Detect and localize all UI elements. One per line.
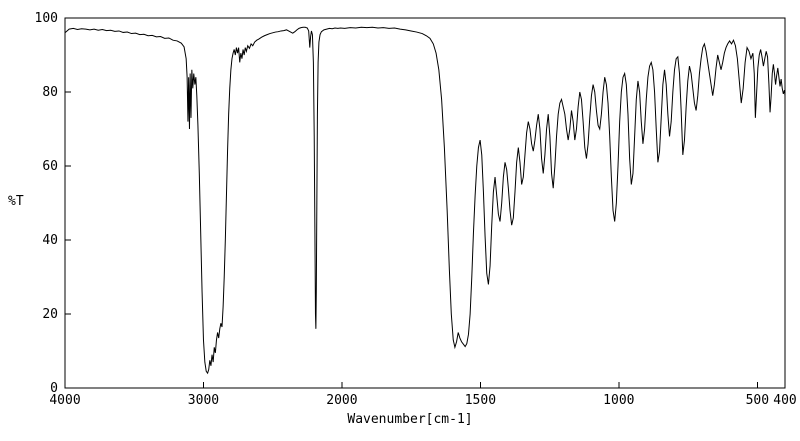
x-axis-label: Wavenumber[cm-1] bbox=[347, 412, 473, 427]
x-tick-label: 2000 bbox=[326, 393, 357, 408]
y-tick-label: 80 bbox=[42, 85, 58, 100]
x-tick-label: 4000 bbox=[49, 393, 80, 408]
spectrum-line bbox=[64, 26, 786, 375]
y-axis-label: %T bbox=[8, 194, 24, 209]
plot-frame bbox=[64, 17, 786, 389]
y-tick-label: 60 bbox=[42, 159, 58, 174]
x-tick-label: 1500 bbox=[465, 393, 496, 408]
x-tick-label: 400 bbox=[773, 393, 796, 408]
x-tick-label: 500 bbox=[746, 393, 769, 408]
x-tick-label: 1000 bbox=[603, 393, 634, 408]
y-tick-label: 100 bbox=[35, 11, 58, 26]
y-tick-label: 20 bbox=[42, 307, 58, 322]
y-tick-label: 40 bbox=[42, 233, 58, 248]
y-tick-label: 0 bbox=[50, 381, 58, 396]
x-tick-label: 3000 bbox=[188, 393, 219, 408]
